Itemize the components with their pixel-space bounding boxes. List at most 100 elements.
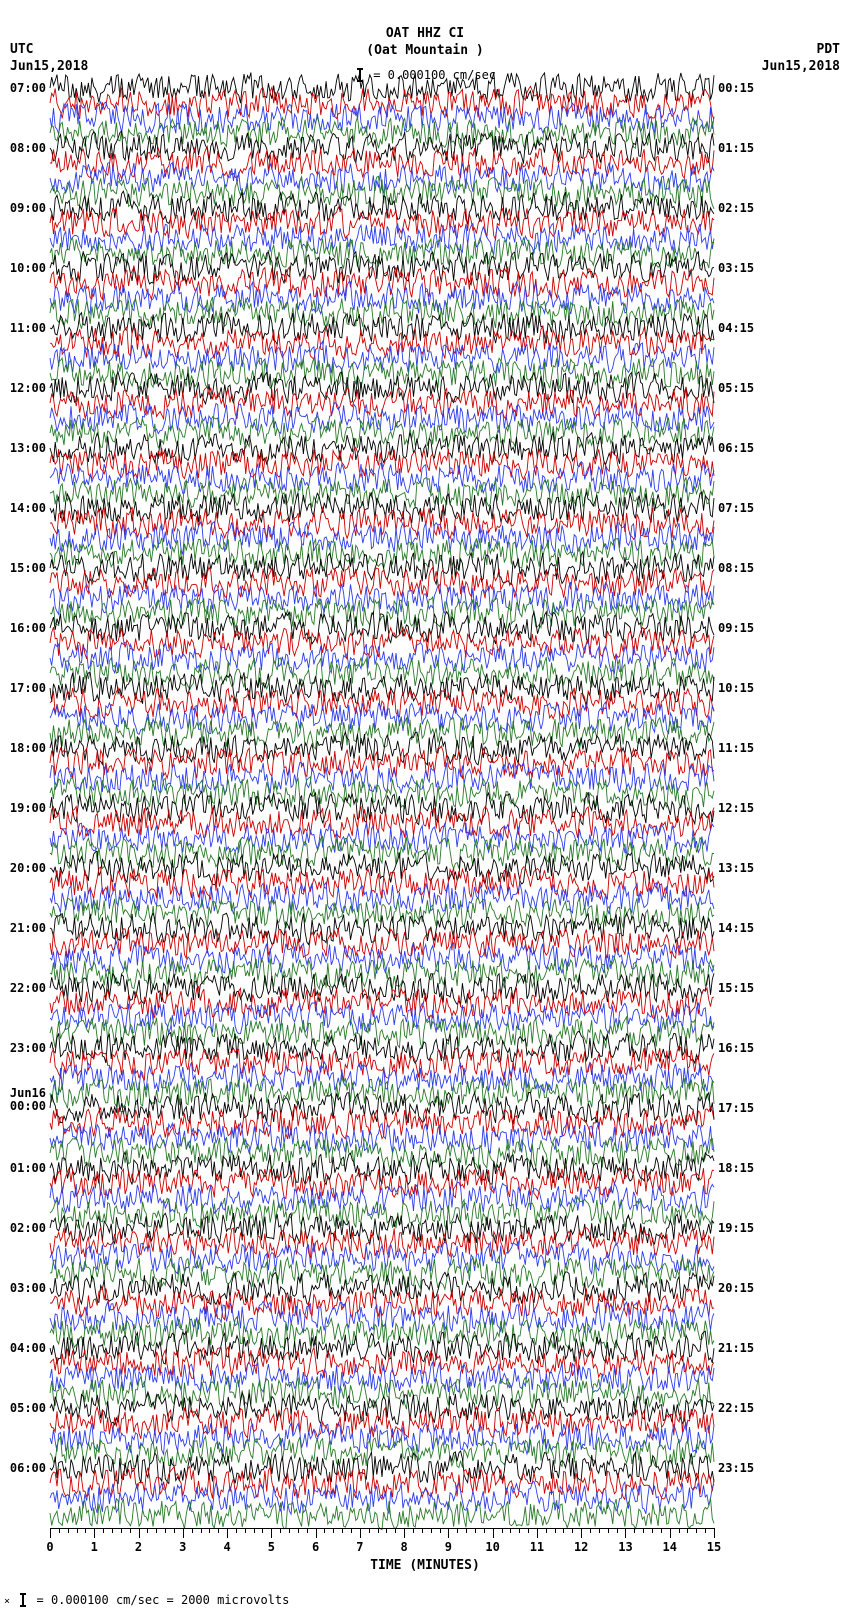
right-hour-label: 16:15 bbox=[718, 1041, 754, 1055]
x-tick-label: 5 bbox=[268, 1540, 275, 1554]
x-tick-minor bbox=[245, 1528, 246, 1533]
x-tick-label: 8 bbox=[401, 1540, 408, 1554]
x-tick-major bbox=[183, 1528, 184, 1538]
x-tick-minor bbox=[528, 1528, 529, 1533]
x-tick-minor bbox=[130, 1528, 131, 1533]
x-tick-minor bbox=[502, 1528, 503, 1533]
x-tick-minor bbox=[634, 1528, 635, 1533]
x-tick-minor bbox=[519, 1528, 520, 1533]
right-hour-label: 01:15 bbox=[718, 141, 754, 155]
x-tick-minor bbox=[324, 1528, 325, 1533]
x-tick-minor bbox=[413, 1528, 414, 1533]
helicorder-plot-area bbox=[50, 88, 714, 1528]
x-tick-minor bbox=[280, 1528, 281, 1533]
x-tick-minor bbox=[174, 1528, 175, 1533]
right-hour-label: 10:15 bbox=[718, 681, 754, 695]
right-hour-label: 15:15 bbox=[718, 981, 754, 995]
x-tick-major bbox=[448, 1528, 449, 1538]
left-hour-label: 03:00 bbox=[10, 1281, 46, 1295]
x-tick-minor bbox=[440, 1528, 441, 1533]
right-hour-label: 17:15 bbox=[718, 1101, 754, 1115]
left-hour-label: 04:00 bbox=[10, 1341, 46, 1355]
x-tick-minor bbox=[378, 1528, 379, 1533]
x-tick-label: 12 bbox=[574, 1540, 588, 1554]
left-hour-label: 10:00 bbox=[10, 261, 46, 275]
right-hour-label: 19:15 bbox=[718, 1221, 754, 1235]
x-tick-minor bbox=[112, 1528, 113, 1533]
x-tick-minor bbox=[608, 1528, 609, 1533]
x-tick-major bbox=[625, 1528, 626, 1538]
right-hour-label: 13:15 bbox=[718, 861, 754, 875]
right-hour-label: 05:15 bbox=[718, 381, 754, 395]
right-hour-label: 07:15 bbox=[718, 501, 754, 515]
x-tick-label: 3 bbox=[179, 1540, 186, 1554]
right-hour-label: 03:15 bbox=[718, 261, 754, 275]
footer-scale: × = 0.000100 cm/sec = 2000 microvolts bbox=[4, 1593, 289, 1607]
x-tick-minor bbox=[333, 1528, 334, 1533]
x-tick-label: 11 bbox=[530, 1540, 544, 1554]
left-hour-label: 20:00 bbox=[10, 861, 46, 875]
left-hour-label: Jun1600:00 bbox=[10, 1087, 46, 1113]
chart-title: OAT HHZ CI (Oat Mountain ) bbox=[0, 26, 850, 60]
x-tick-label: 15 bbox=[707, 1540, 721, 1554]
x-tick-minor bbox=[679, 1528, 680, 1533]
right-hour-label: 02:15 bbox=[718, 201, 754, 215]
right-hour-label: 11:15 bbox=[718, 741, 754, 755]
x-tick-minor bbox=[652, 1528, 653, 1533]
helicorder-figure: OAT HHZ CI (Oat Mountain ) UTC Jun15,201… bbox=[0, 0, 850, 1613]
x-tick-minor bbox=[262, 1528, 263, 1533]
right-hour-label: 09:15 bbox=[718, 621, 754, 635]
x-tick-major bbox=[227, 1528, 228, 1538]
x-tick-label: 13 bbox=[618, 1540, 632, 1554]
x-tick-minor bbox=[563, 1528, 564, 1533]
x-tick-major bbox=[714, 1528, 715, 1538]
footer-scale-text: = 0.000100 cm/sec = 2000 microvolts bbox=[29, 1593, 289, 1607]
x-tick-minor bbox=[466, 1528, 467, 1533]
x-tick-minor bbox=[431, 1528, 432, 1533]
x-tick-label: 1 bbox=[91, 1540, 98, 1554]
x-tick-minor bbox=[218, 1528, 219, 1533]
x-tick-major bbox=[50, 1528, 51, 1538]
x-tick-minor bbox=[661, 1528, 662, 1533]
x-tick-minor bbox=[572, 1528, 573, 1533]
x-tick-minor bbox=[298, 1528, 299, 1533]
x-tick-minor bbox=[68, 1528, 69, 1533]
left-hour-label: 12:00 bbox=[10, 381, 46, 395]
x-tick-major bbox=[581, 1528, 582, 1538]
right-hour-labels: 00:1501:1502:1503:1504:1505:1506:1507:15… bbox=[716, 88, 776, 1528]
right-hour-label: 18:15 bbox=[718, 1161, 754, 1175]
left-hour-label: 01:00 bbox=[10, 1161, 46, 1175]
title-line-2: (Oat Mountain ) bbox=[366, 43, 483, 58]
x-tick-minor bbox=[696, 1528, 697, 1533]
left-hour-label: 05:00 bbox=[10, 1401, 46, 1415]
x-tick-minor bbox=[555, 1528, 556, 1533]
x-tick-major bbox=[316, 1528, 317, 1538]
x-tick-minor bbox=[85, 1528, 86, 1533]
x-tick-label: 9 bbox=[445, 1540, 452, 1554]
right-hour-label: 08:15 bbox=[718, 561, 754, 575]
x-tick-minor bbox=[643, 1528, 644, 1533]
x-tick-minor bbox=[77, 1528, 78, 1533]
left-hour-label: 23:00 bbox=[10, 1041, 46, 1055]
x-tick-minor bbox=[165, 1528, 166, 1533]
right-hour-label: 21:15 bbox=[718, 1341, 754, 1355]
x-tick-major bbox=[670, 1528, 671, 1538]
left-hour-label: 19:00 bbox=[10, 801, 46, 815]
x-tick-major bbox=[537, 1528, 538, 1538]
x-tick-minor bbox=[475, 1528, 476, 1533]
right-hour-label: 23:15 bbox=[718, 1461, 754, 1475]
x-tick-minor bbox=[546, 1528, 547, 1533]
x-tick-minor bbox=[395, 1528, 396, 1533]
left-hour-label: 02:00 bbox=[10, 1221, 46, 1235]
x-tick-minor bbox=[209, 1528, 210, 1533]
x-tick-minor bbox=[457, 1528, 458, 1533]
left-hour-label: 07:00 bbox=[10, 81, 46, 95]
x-tick-label: 7 bbox=[356, 1540, 363, 1554]
x-tick-minor bbox=[484, 1528, 485, 1533]
x-tick-minor bbox=[156, 1528, 157, 1533]
right-hour-label: 12:15 bbox=[718, 801, 754, 815]
x-tick-minor bbox=[59, 1528, 60, 1533]
x-tick-major bbox=[139, 1528, 140, 1538]
right-hour-label: 06:15 bbox=[718, 441, 754, 455]
x-tick-minor bbox=[369, 1528, 370, 1533]
